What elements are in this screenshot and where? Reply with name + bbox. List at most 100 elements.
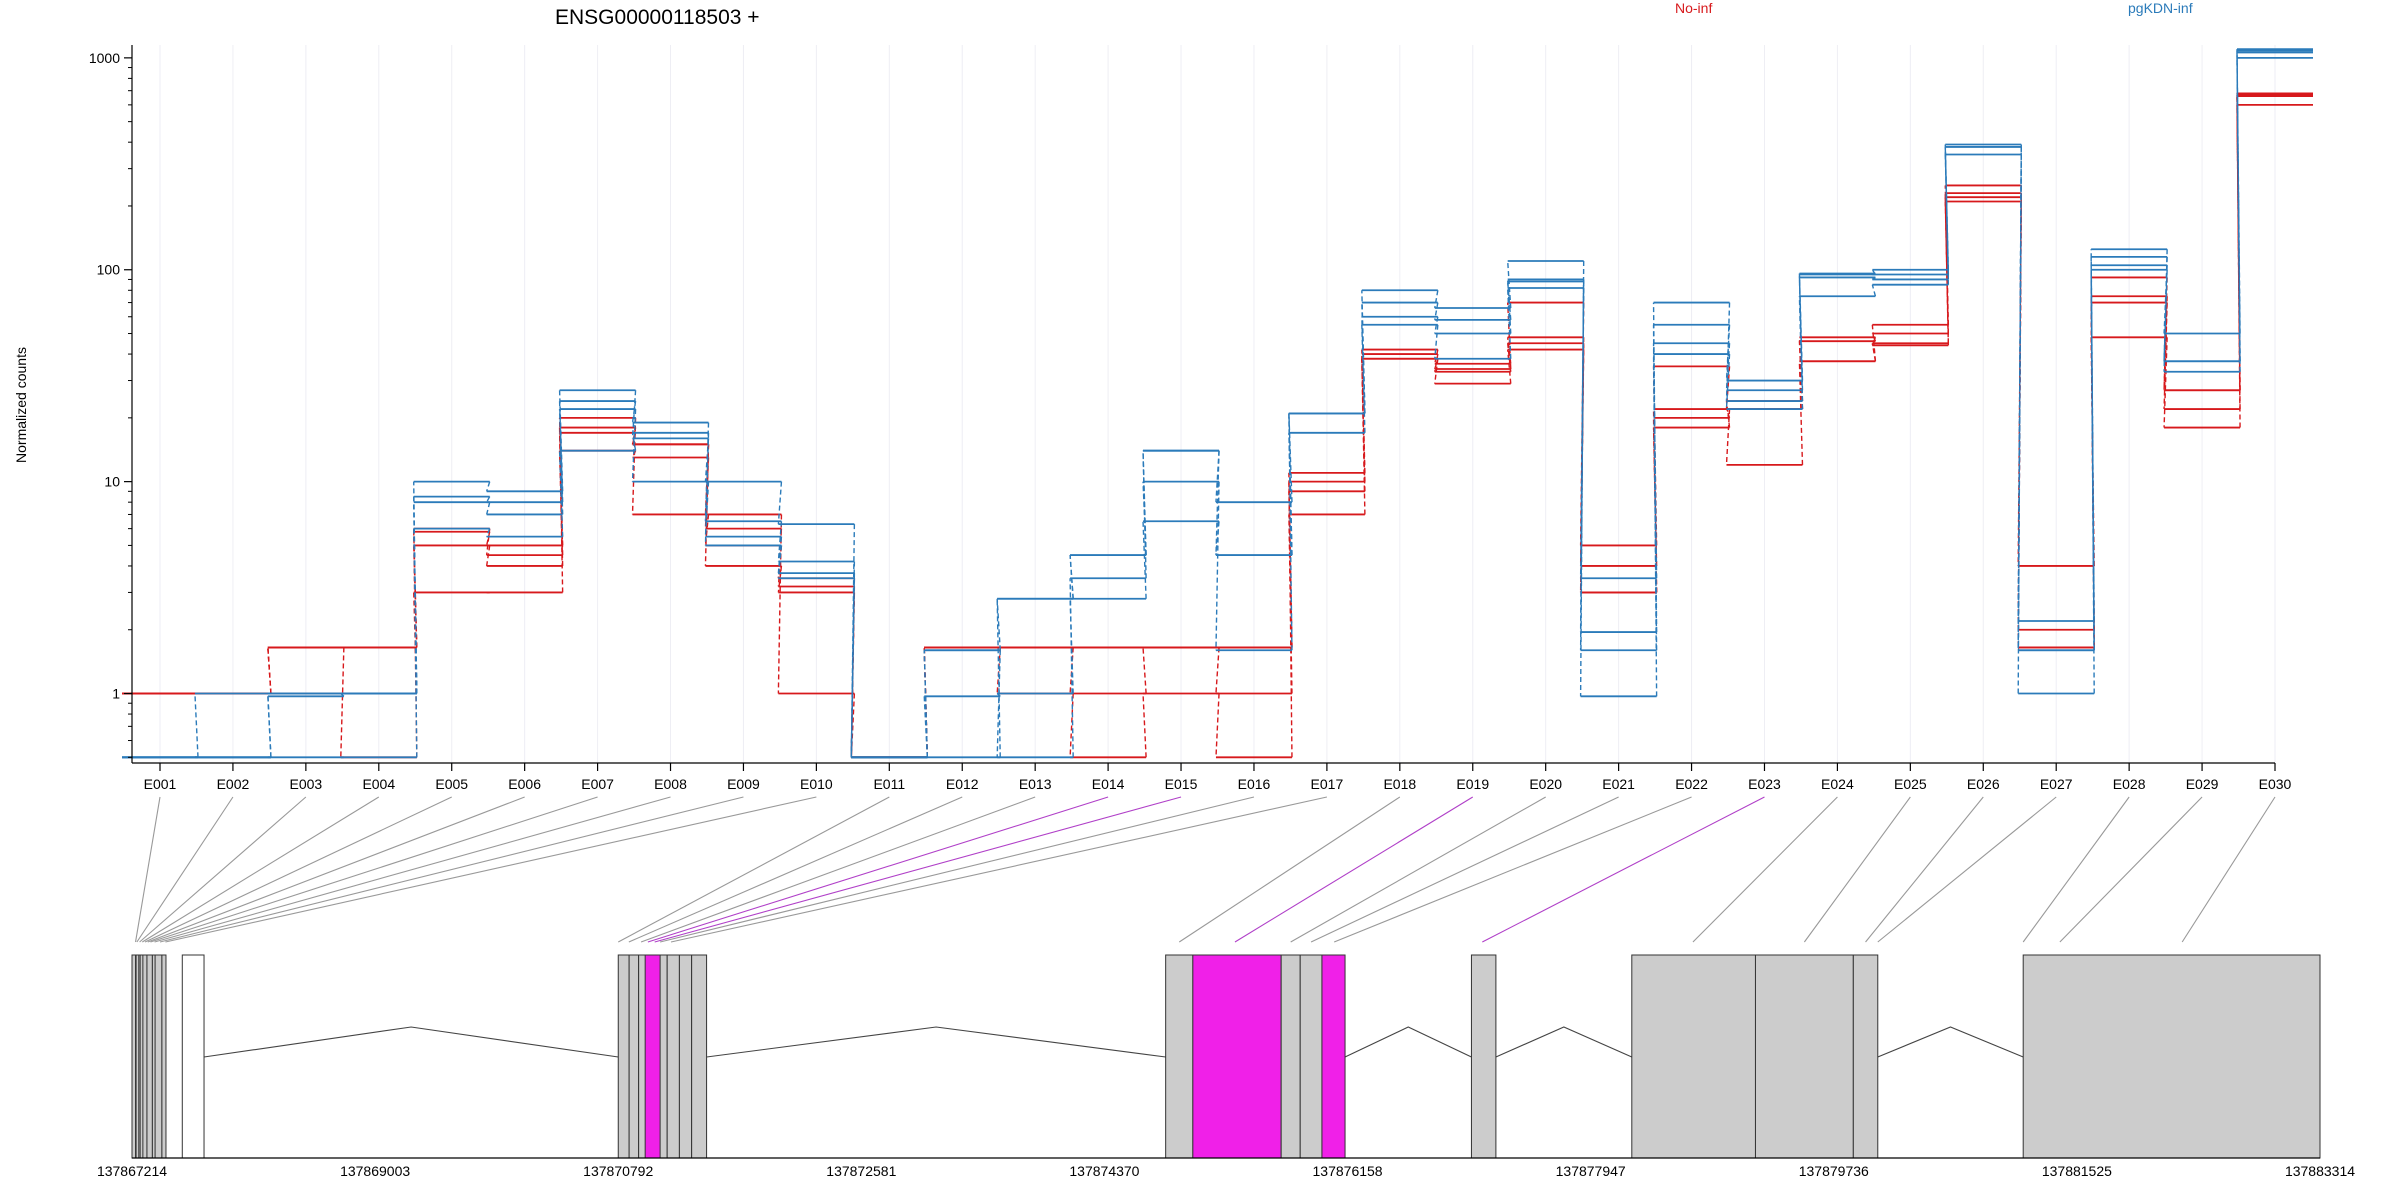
connector-line bbox=[159, 796, 744, 943]
connector-line bbox=[654, 796, 1182, 943]
connector-line bbox=[144, 796, 452, 943]
connector-segment bbox=[486, 528, 491, 537]
exon-box-e008 bbox=[154, 954, 163, 1159]
x-tick-label-e002: E002 bbox=[217, 776, 250, 792]
connector-segment bbox=[1361, 358, 1366, 492]
coordinate-label: 137872581 bbox=[826, 1163, 896, 1179]
x-tick-label-e021: E021 bbox=[1602, 776, 1635, 792]
connector-segment bbox=[1142, 693, 1147, 758]
connector-segment bbox=[996, 598, 1001, 651]
coordinate-label: 137879736 bbox=[1799, 1163, 1869, 1179]
connector-segment bbox=[1798, 274, 1804, 402]
connector-line bbox=[1333, 796, 1692, 943]
connector-line bbox=[136, 796, 234, 943]
connector-segment bbox=[777, 514, 783, 694]
x-tick-label-e015: E015 bbox=[1165, 776, 1198, 792]
exon-box bbox=[644, 954, 661, 1159]
x-tick-label-e011: E011 bbox=[873, 776, 905, 792]
connector-segment bbox=[413, 496, 418, 694]
coordinate-label: 137883314 bbox=[2285, 1163, 2355, 1179]
plot-axes bbox=[131, 45, 2275, 764]
connector-segment bbox=[2236, 50, 2241, 334]
y-tick-label: 1000 bbox=[89, 50, 120, 66]
connector-segment bbox=[558, 450, 564, 537]
exon-box-e011 bbox=[617, 954, 630, 1159]
exon-box-e024 bbox=[1631, 954, 1756, 1159]
exon-box-e026 bbox=[1852, 954, 1879, 1159]
connector-segment bbox=[1142, 521, 1147, 599]
coordinate-label: 137881525 bbox=[2042, 1163, 2112, 1179]
connector-segment bbox=[485, 501, 491, 515]
connector-segment bbox=[1579, 281, 1585, 579]
exon-box-e017 bbox=[691, 954, 708, 1159]
connector-segment bbox=[1361, 302, 1366, 414]
x-tick-label-e030: E030 bbox=[2259, 776, 2292, 792]
connector-segment bbox=[1871, 284, 1877, 297]
exon-box-e005 bbox=[142, 954, 148, 1159]
connector-segment bbox=[1871, 324, 1877, 362]
x-tick-label-e023: E023 bbox=[1748, 776, 1781, 792]
connector-segment bbox=[2163, 337, 2168, 428]
connector-segment bbox=[1506, 281, 1512, 320]
connector-segment bbox=[1215, 481, 1220, 651]
x-tick-label-e019: E019 bbox=[1456, 776, 1489, 792]
connector-line bbox=[2022, 796, 2130, 943]
connector-segment bbox=[777, 565, 783, 593]
x-tick-label-e005: E005 bbox=[435, 776, 468, 792]
connector-segment bbox=[486, 496, 491, 503]
connector-segment bbox=[2163, 256, 2168, 362]
connector-line bbox=[1877, 796, 2057, 943]
exon-box-e022 bbox=[1321, 954, 1346, 1159]
connector-line bbox=[1234, 796, 1474, 943]
connector-segment bbox=[631, 400, 637, 423]
connector-segment bbox=[777, 521, 783, 562]
exon-box-e009 bbox=[161, 954, 167, 1159]
connector-segment bbox=[923, 650, 929, 758]
legend-pgkdn-inf: pgKDN-inf bbox=[2128, 0, 2193, 16]
connector-segment bbox=[267, 647, 272, 694]
connector-line bbox=[1310, 796, 1619, 943]
y-axis-label: Normalized counts bbox=[13, 347, 29, 463]
connector-segment bbox=[340, 647, 345, 758]
exon-box-e015 bbox=[666, 954, 680, 1159]
connector-segment bbox=[2017, 154, 2022, 621]
x-tick-label-e004: E004 bbox=[362, 776, 395, 792]
connector-segment bbox=[996, 598, 1001, 758]
connector-segment bbox=[1944, 185, 1950, 325]
exon-box-e027 bbox=[2022, 954, 2321, 1159]
coordinate-label: 137867214 bbox=[97, 1163, 167, 1179]
series-pgkdn-inf-6 bbox=[122, 49, 2313, 759]
series-pgkdn-inf-7 bbox=[122, 56, 2313, 759]
exon-box-e010 bbox=[181, 954, 205, 1159]
x-tick-label-e026: E026 bbox=[1967, 776, 2000, 792]
connector-line bbox=[670, 796, 1328, 943]
connector-segment bbox=[1434, 358, 1439, 370]
connector-segment bbox=[485, 481, 491, 492]
exon-box-e020 bbox=[1280, 954, 1301, 1159]
plot-series bbox=[122, 48, 2313, 759]
connector-segment bbox=[704, 422, 710, 522]
connector-segment bbox=[1506, 349, 1512, 384]
y-tick-label: 100 bbox=[97, 262, 121, 278]
connector-segment bbox=[631, 390, 637, 439]
connector-segment bbox=[1725, 324, 1731, 381]
x-tick-label-e024: E024 bbox=[1821, 776, 1854, 792]
connector-segment bbox=[1215, 450, 1220, 556]
connector-segment bbox=[1434, 302, 1439, 320]
connector-segment bbox=[850, 561, 856, 758]
exon-connectors bbox=[134, 796, 2276, 943]
connector-segment bbox=[704, 438, 710, 482]
connector-segment bbox=[1434, 290, 1439, 309]
connector-segment bbox=[704, 481, 710, 537]
coordinate-label: 137877947 bbox=[1556, 1163, 1626, 1179]
exon-box-e019 bbox=[1192, 954, 1282, 1159]
connector-segment bbox=[850, 524, 856, 758]
connector-line bbox=[150, 796, 598, 943]
x-tick-label-e027: E027 bbox=[2040, 776, 2073, 792]
exon-box-e023 bbox=[1470, 954, 1497, 1159]
x-tick-label-e020: E020 bbox=[1529, 776, 1562, 792]
connector-line bbox=[1290, 796, 1546, 943]
series-no-inf-0 bbox=[122, 95, 2313, 759]
connector-line bbox=[154, 796, 671, 943]
